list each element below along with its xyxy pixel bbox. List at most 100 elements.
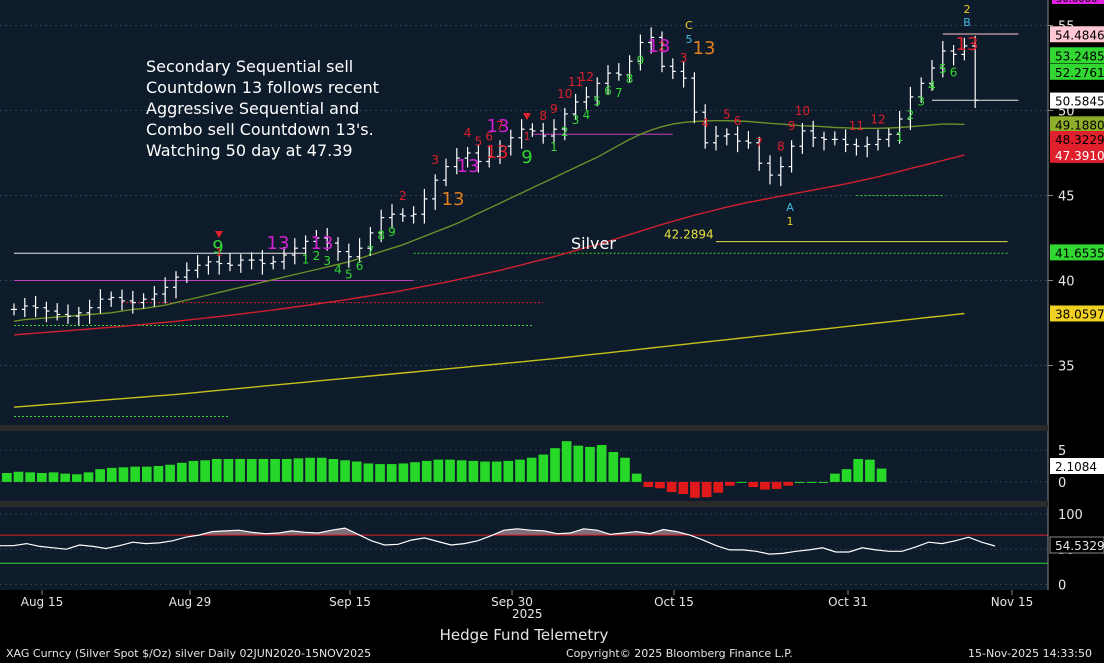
annotation-line: Watching 50 day at 47.39	[146, 141, 353, 160]
countdown-label: 8	[777, 140, 785, 154]
price-bar	[853, 138, 860, 156]
y-tick-label: 45	[1058, 190, 1075, 205]
chart-title: Silver	[571, 234, 616, 253]
setup-count-label: 3	[323, 254, 331, 268]
setup-count-label: 1	[896, 130, 904, 144]
price-bar	[777, 156, 784, 187]
countdown-13-label: 13	[648, 36, 671, 57]
momentum-bar	[760, 481, 770, 490]
price-bar	[572, 94, 579, 120]
right-axis: 50.0000354045505554.484653.248552.276150…	[1047, 0, 1104, 593]
marker-label: A	[786, 201, 794, 214]
setup-count-label: 5	[593, 94, 601, 108]
setup-count-label: 6	[356, 259, 364, 273]
price-bar	[97, 289, 104, 314]
momentum-bar	[375, 464, 385, 482]
countdown-label: 10	[795, 104, 810, 118]
momentum-bar	[316, 457, 327, 482]
momentum-bar	[736, 481, 747, 483]
setup-count-label: 7	[615, 86, 623, 100]
x-tick-label: Sep 15	[329, 595, 371, 609]
price-bar	[43, 301, 50, 323]
setup-count-label: 8	[377, 229, 385, 243]
setup-count-label: 4	[334, 263, 342, 277]
countdown-label: 4	[464, 126, 472, 140]
momentum-bar	[410, 462, 420, 482]
momentum-bar	[853, 459, 864, 482]
momentum-bar	[538, 454, 549, 482]
momentum-bar	[246, 459, 257, 482]
price-bar	[896, 111, 903, 144]
x-axis: Aug 15 Aug 29 Sep 15 Sep 30 Oct 15 Oct 31 Nov …	[21, 590, 1034, 609]
price-bar	[842, 129, 849, 153]
level-value: 42.2894	[664, 228, 714, 242]
price-bar	[302, 235, 309, 260]
price-bar	[659, 31, 665, 73]
momentum-bar	[421, 460, 432, 482]
price-bar	[605, 65, 611, 95]
momentum-bar	[456, 460, 467, 482]
price-bars	[11, 27, 979, 326]
footer-security: XAG Curncy (Silver Spot $/Oz) silver Dai…	[6, 647, 372, 660]
panel-splitter-bottom[interactable]	[0, 501, 1048, 507]
price-bar	[561, 107, 568, 141]
moving-averages	[13, 119, 965, 408]
momentum-bar	[643, 481, 654, 487]
countdown-label: 2	[399, 189, 407, 203]
momentum-bar	[725, 481, 735, 486]
price-bar	[194, 255, 201, 278]
price-bar	[626, 55, 633, 83]
price-bar	[410, 206, 417, 224]
countdown-13-label: 9	[521, 147, 532, 168]
marker-label: 1	[524, 130, 531, 143]
price-bar	[65, 304, 71, 324]
y-tick-label: 40	[1058, 275, 1075, 290]
price-bar	[680, 61, 687, 88]
momentum-bar	[2, 473, 12, 482]
setup-count-label: 1	[550, 140, 558, 154]
setup-count-label: 1	[302, 252, 310, 266]
x-tick-label: Nov 15	[991, 595, 1034, 609]
momentum-bar	[83, 472, 94, 482]
panel-splitter-top[interactable]	[0, 425, 1048, 431]
price-tag: 47.3910	[1050, 146, 1104, 163]
momentum-bar	[678, 481, 689, 494]
price-bar	[216, 253, 223, 275]
oscillator-panel-bg	[0, 507, 1048, 590]
price-bar	[453, 148, 460, 175]
momentum-bar	[141, 466, 152, 482]
price-tag: 48.3229	[1050, 131, 1104, 148]
countdown-label: 10	[557, 87, 572, 101]
momentum-bar	[258, 459, 269, 482]
price-bar	[831, 131, 838, 146]
momentum-bar	[701, 481, 712, 498]
countdown-13-label: 13	[311, 233, 334, 254]
momentum-bar	[351, 461, 362, 482]
momentum-bar	[830, 473, 840, 482]
price-tag-bg	[1050, 244, 1104, 261]
price-tag-bg	[1050, 116, 1104, 133]
momentum-bar	[690, 481, 700, 498]
momentum-last-text: 2.1084	[1055, 460, 1097, 474]
momentum-bar	[386, 464, 397, 482]
momentum-bar	[200, 460, 210, 482]
sell-arrow-icon	[215, 231, 223, 238]
sma20-line	[13, 119, 965, 322]
price-bar	[529, 123, 536, 137]
momentum-bar	[433, 459, 444, 482]
momentum-bar	[165, 464, 175, 482]
setup-count-label: 2	[313, 249, 321, 263]
momentum-bar	[118, 467, 129, 482]
price-tag-text: 47.3910	[1055, 149, 1104, 163]
momentum-bar	[620, 457, 630, 482]
momentum-bar	[713, 481, 724, 493]
price-tag: 49.1880	[1050, 116, 1104, 133]
price-bar	[356, 238, 363, 263]
header-tag-text: 50.0000	[1056, 0, 1097, 5]
price-panel-bg	[0, 0, 1048, 425]
momentum-bar	[340, 460, 350, 482]
countdown-label: 4	[701, 116, 709, 130]
sma200-line	[13, 312, 965, 408]
price-bar	[507, 129, 514, 156]
price-bar	[75, 306, 82, 326]
